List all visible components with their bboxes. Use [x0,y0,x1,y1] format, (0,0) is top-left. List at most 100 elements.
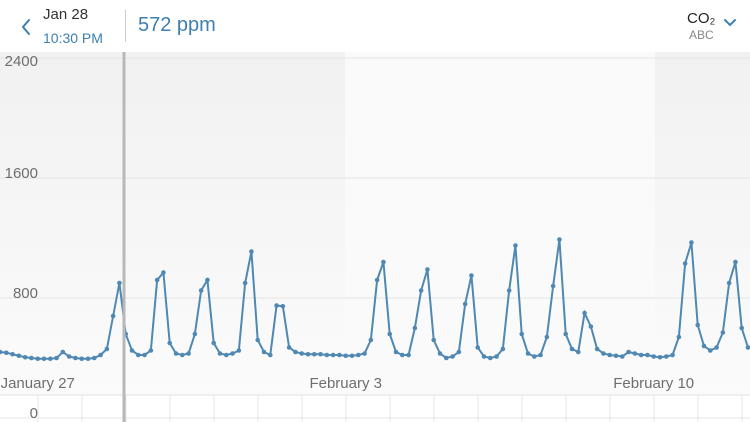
chevron [724,19,736,27]
point [387,331,393,337]
chart[interactable]: 0 800 1600 2400 January 27 February 3 February… [0,52,750,422]
week-band [0,52,345,395]
point [626,349,631,355]
point [594,346,600,352]
point [161,270,166,275]
point [670,352,675,358]
point [450,354,455,359]
point [154,277,160,283]
point [91,355,97,361]
point [293,349,298,355]
point [481,354,487,359]
point [399,352,405,358]
point [230,351,235,356]
point [255,337,261,343]
week-band [345,52,655,395]
point [355,352,361,358]
metric-selector[interactable]: CO₂ ABC [680,8,750,46]
point [286,345,292,350]
point [60,349,66,355]
point [16,353,22,359]
point [117,280,122,286]
point [500,346,506,352]
point [173,351,179,356]
point [701,343,707,349]
point [85,356,91,362]
point [324,352,330,358]
point [607,352,613,358]
x-tick-label: February 3 [309,375,382,392]
point [349,353,355,359]
point [431,337,437,343]
point [475,345,481,350]
point [632,351,638,356]
y-tick-label: 800 [13,285,38,302]
point [720,330,726,335]
point [368,337,374,343]
point [79,356,85,362]
metric: CO₂ [687,10,716,27]
point [531,354,537,359]
point [456,349,462,355]
y-tick-label: 1600 [5,165,38,182]
point [362,351,367,356]
point [418,288,424,293]
point [98,352,103,358]
point [538,352,543,358]
point [425,267,430,272]
point [544,334,550,340]
divider [125,10,126,42]
back-button[interactable] [18,0,38,52]
point [707,348,713,353]
point [311,351,317,357]
point [575,349,581,355]
point [54,355,59,361]
point [29,355,34,361]
point [557,237,562,242]
point [506,288,512,293]
point [645,352,650,358]
header: Jan 28 10:30 PM 572 ppm CO₂ ABC [0,0,750,52]
point [0,349,3,355]
point [469,273,474,278]
point [249,249,254,254]
point [73,355,78,361]
x-tick-label: February 10 [613,375,694,392]
point [563,331,569,337]
point [242,280,248,286]
point [412,325,418,331]
y-tick-label: 0 [30,405,38,422]
point [494,354,499,359]
point [205,277,210,283]
point [513,243,518,248]
point [10,351,15,357]
point [261,349,267,355]
point [280,303,286,309]
point [374,277,380,283]
point [274,303,279,308]
point [519,331,525,337]
point [299,351,305,356]
point [110,313,116,319]
point [651,354,657,359]
point [393,349,399,355]
point [167,340,173,346]
date: Jan 28 [43,6,89,23]
point [569,346,575,352]
back-chevron [21,19,30,35]
point [47,356,53,362]
point [657,354,663,360]
point [726,280,732,286]
point [236,348,242,353]
point [135,352,141,358]
point [682,261,688,266]
point [588,324,594,329]
point [676,334,682,340]
point [41,356,47,362]
point [35,356,41,362]
point [179,352,185,358]
point [437,351,443,356]
point [343,353,349,359]
point [192,331,198,337]
